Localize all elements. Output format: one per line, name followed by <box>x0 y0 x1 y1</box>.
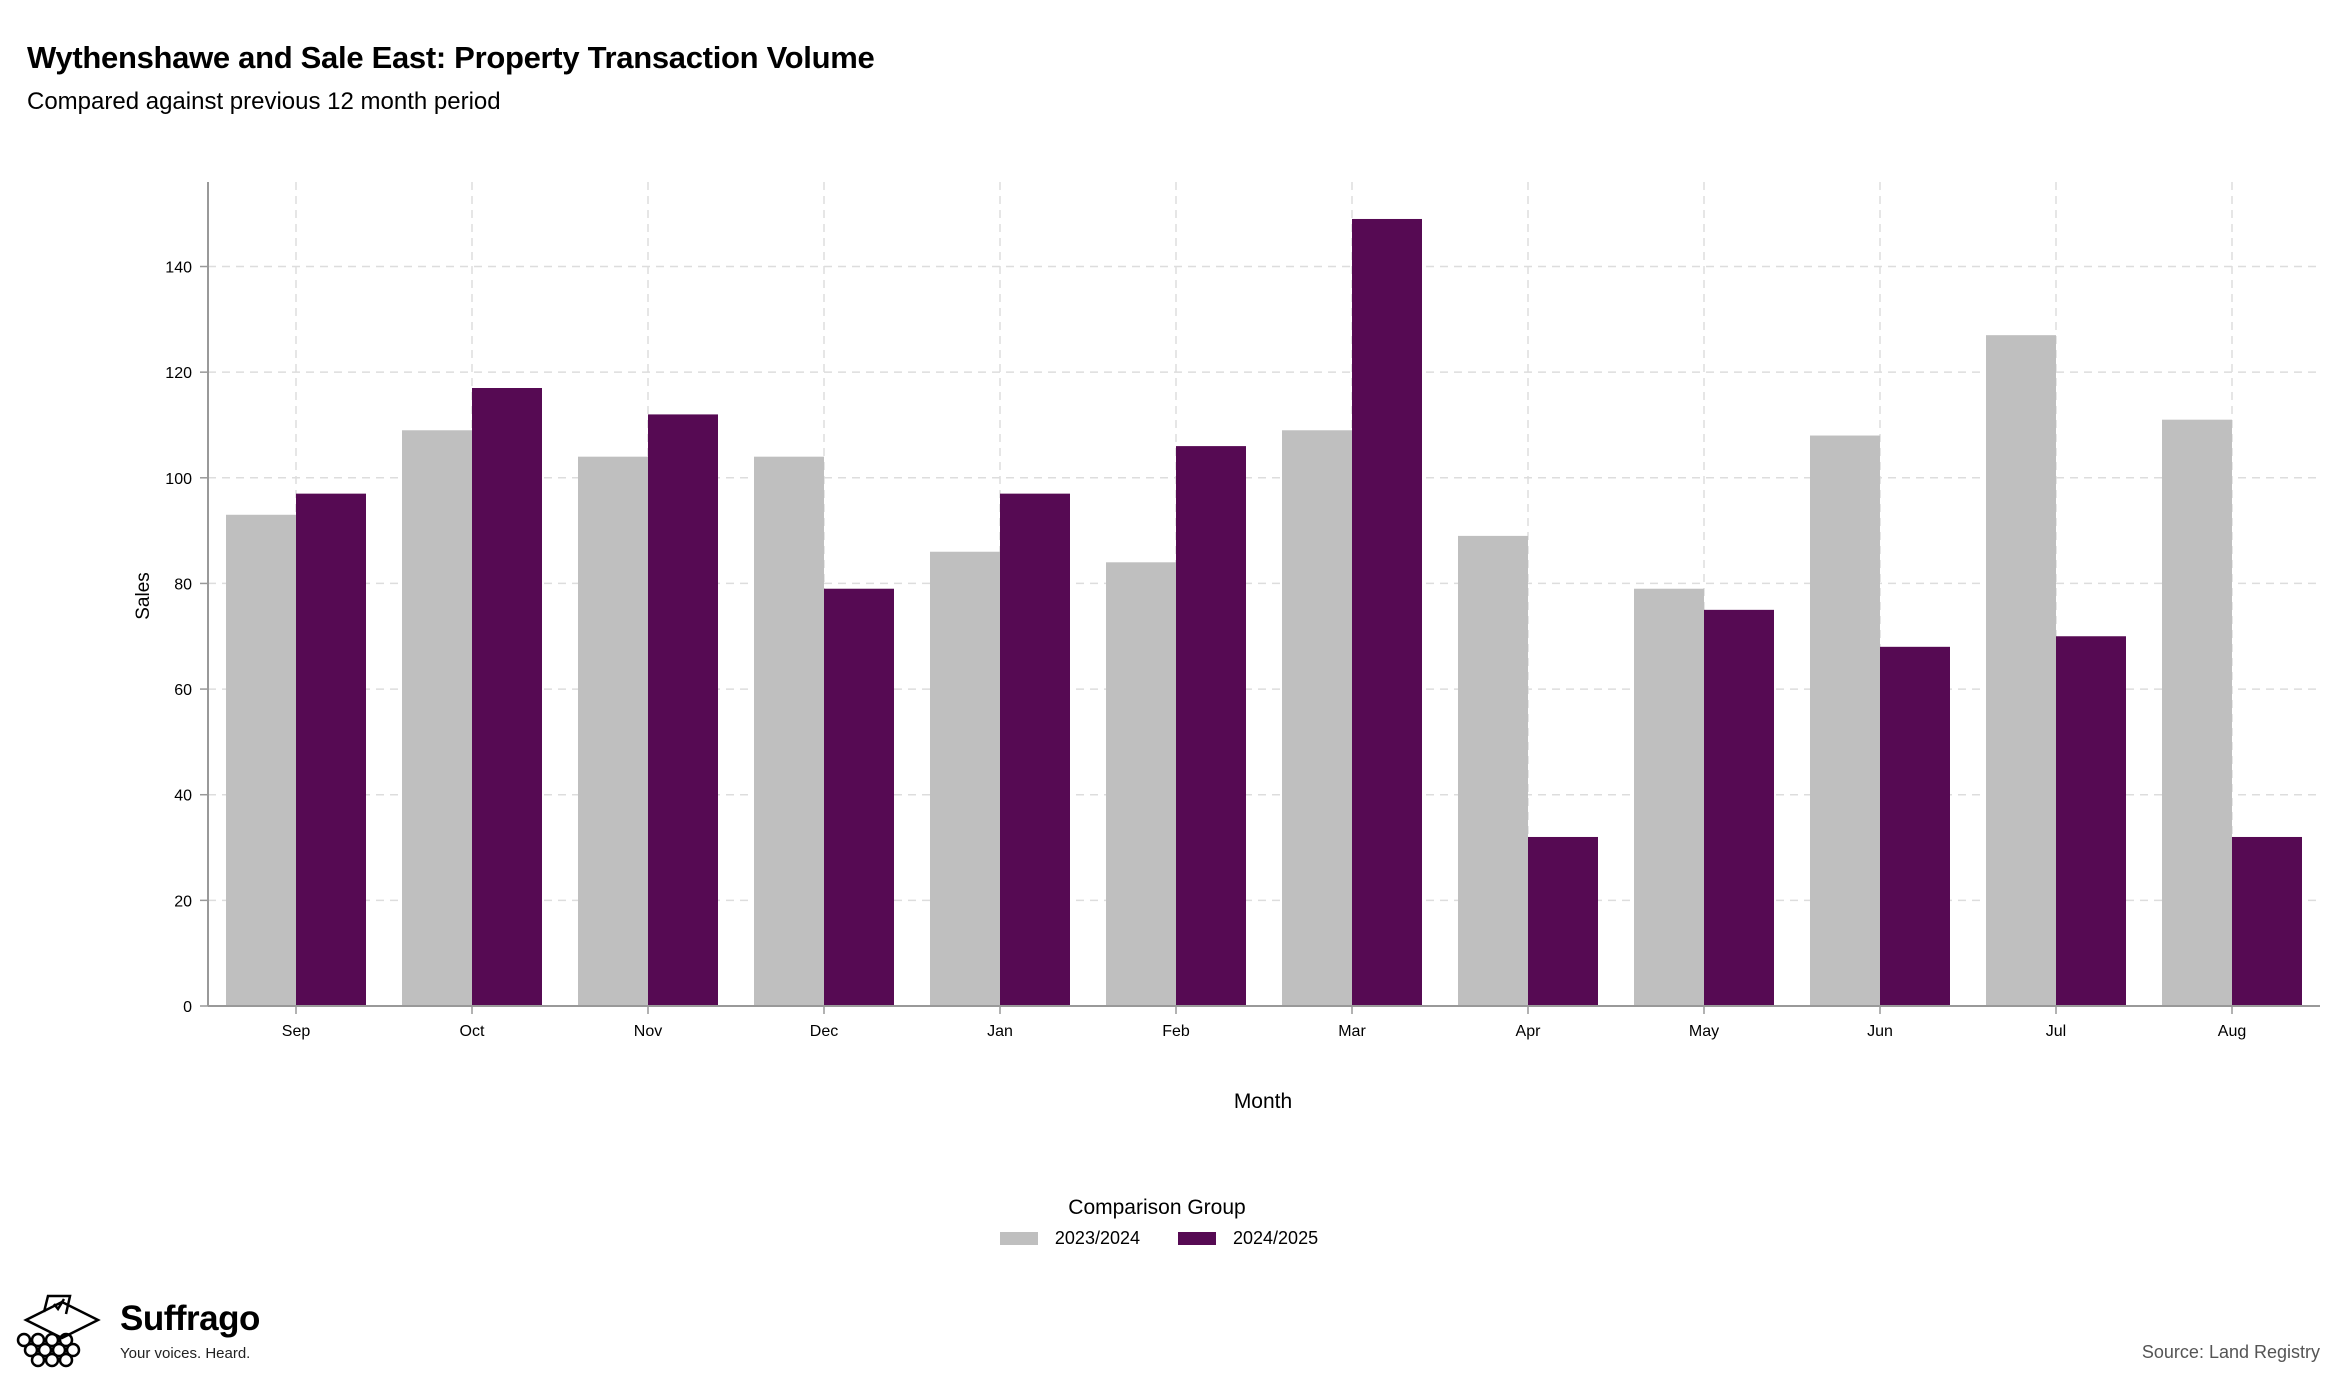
source-note: Source: Land Registry <box>2141 1342 2320 1362</box>
bar-2023-2024-may <box>1634 588 1704 1006</box>
legend-swatch-2024-2025 <box>1178 1232 1216 1245</box>
x-tick-label: May <box>1689 1023 1719 1040</box>
x-tick-label: Jan <box>987 1023 1013 1040</box>
bar-2024-2025-sep <box>296 493 366 1007</box>
bars-layer <box>226 218 2302 1007</box>
suffrago-logo: Suffrago Your voices. Heard. <box>14 1292 260 1372</box>
bar-2024-2025-mar <box>1352 218 1422 1006</box>
legend-label-2024-2025: 2024/2025 <box>1233 1228 1319 1248</box>
bar-2023-2024-dec <box>754 456 824 1007</box>
y-tick-label: 140 <box>165 260 192 277</box>
x-tick-label: Jun <box>1867 1023 1893 1040</box>
y-tick-label: 120 <box>165 365 192 382</box>
bar-2023-2024-jan <box>930 551 1000 1006</box>
bar-2023-2024-oct <box>402 430 472 1006</box>
bar-2024-2025-may <box>1704 609 1774 1006</box>
y-tick-label: 40 <box>174 788 192 805</box>
legend-label-2023-2024: 2023/2024 <box>1054 1228 1140 1248</box>
y-tick-label: 100 <box>165 471 192 488</box>
legend-items: 2023/2024 2024/2025 <box>0 1228 2326 1249</box>
chart-subtitle: Compared against previous 12 month perio… <box>27 88 501 115</box>
x-tick-label: Aug <box>2218 1023 2246 1040</box>
bar-2023-2024-nov <box>578 456 648 1007</box>
x-tick-label: Apr <box>1516 1023 1542 1040</box>
bar-2023-2024-apr <box>1458 535 1528 1006</box>
bar-2024-2025-dec <box>824 588 894 1006</box>
legend-swatch-2023-2024 <box>999 1232 1038 1245</box>
x-tick-label: Dec <box>810 1023 838 1040</box>
axis-layer: 0 20 40 60 80 100 120 140 Sep Oct Nov Dec Jan Feb Mar A… <box>165 182 2320 1040</box>
x-tick-label: Nov <box>634 1023 662 1040</box>
x-tick-label: Feb <box>1162 1023 1190 1040</box>
bar-2024-2025-jan <box>1000 493 1070 1007</box>
y-tick-label: 60 <box>174 682 192 699</box>
y-tick-label: 80 <box>174 576 192 593</box>
legend-title: Comparison Group <box>1068 1196 1246 1219</box>
chart-title: Wythenshawe and Sale East: Property Tran… <box>27 40 875 75</box>
legend-item-2024-2025: 2024/2025 <box>1178 1228 1318 1249</box>
bar-2024-2025-nov <box>648 414 718 1006</box>
x-tick-label: Jul <box>2046 1023 2066 1040</box>
legend: Comparison Group 2023/2024 2024/2025 <box>0 1196 2334 1249</box>
bar-2023-2024-jul <box>1986 335 2056 1007</box>
x-tick-label: Oct <box>460 1023 485 1040</box>
x-axis-label: Month <box>1234 1090 1292 1113</box>
logo-tagline: Your voices. Heard. <box>120 1344 251 1362</box>
bar-2024-2025-aug <box>2232 836 2302 1006</box>
x-tick-label: Sep <box>282 1023 311 1040</box>
bar-2024-2025-feb <box>1176 446 1246 1007</box>
bar-2024-2025-jul <box>2056 636 2126 1006</box>
bar-2024-2025-jun <box>1880 646 1950 1006</box>
bar-2024-2025-oct <box>472 388 542 1006</box>
bar-chart: 0 20 40 60 80 100 120 140 Sep Oct Nov Dec Jan Feb Mar A… <box>133 182 2320 1113</box>
logo-name: Suffrago <box>120 1299 260 1338</box>
ballot-box-icon <box>16 1294 101 1368</box>
bar-2023-2024-sep <box>226 514 296 1006</box>
y-tick-label: 0 <box>183 999 192 1016</box>
bar-2023-2024-jun <box>1810 435 1880 1006</box>
bar-2023-2024-aug <box>2162 419 2232 1006</box>
bar-2023-2024-feb <box>1106 562 1176 1006</box>
x-tick-label: Mar <box>1338 1023 1366 1040</box>
y-tick-label: 20 <box>174 893 192 910</box>
legend-item-2023-2024: 2023/2024 <box>999 1228 1140 1249</box>
bar-2023-2024-mar <box>1282 430 1352 1006</box>
bar-2024-2025-apr <box>1528 836 1598 1006</box>
y-axis-label: Sales <box>133 572 154 620</box>
